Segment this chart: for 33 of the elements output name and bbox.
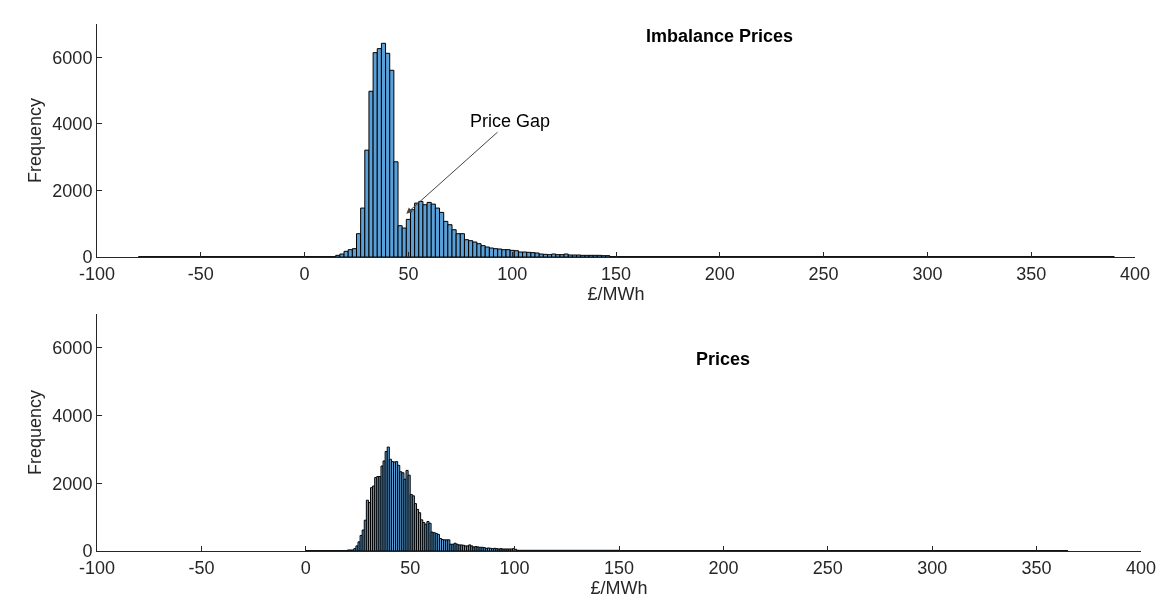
x-tick-label: 0 bbox=[299, 263, 310, 284]
text: Prices bbox=[696, 349, 751, 369]
y-tick-label: 2000 bbox=[52, 180, 93, 201]
x-tick-label: 400 bbox=[1119, 263, 1151, 284]
x-tick-label: 300 bbox=[912, 263, 943, 284]
x-tick-label: 100 bbox=[499, 557, 530, 578]
x-tick-label: 350 bbox=[1016, 263, 1047, 284]
x-axis-title: £/MWh bbox=[590, 577, 648, 598]
y-tick-label: 4000 bbox=[52, 405, 93, 426]
x-tick-label: 350 bbox=[1021, 557, 1052, 578]
x-tick-label: 100 bbox=[497, 263, 528, 284]
x-tick-label: 0 bbox=[300, 557, 311, 578]
y-tick-label: 4000 bbox=[52, 114, 93, 135]
x-tick-label: 200 bbox=[708, 557, 739, 578]
x-tick-label: 150 bbox=[600, 263, 632, 284]
x-tick-label: 150 bbox=[603, 557, 635, 578]
x-tick-label: -50 bbox=[187, 263, 214, 284]
y-tick-label: 6000 bbox=[52, 338, 93, 359]
x-tick-label: 250 bbox=[812, 557, 843, 578]
annotation: Price Gap bbox=[470, 111, 551, 131]
y-tick-label: 2000 bbox=[52, 473, 93, 494]
x-tick-label: 300 bbox=[917, 557, 948, 578]
chart-title: Imbalance Prices bbox=[646, 26, 794, 46]
x-axis-title: £/MWh bbox=[587, 283, 645, 304]
x-tick-label: 400 bbox=[1125, 557, 1157, 578]
x-tick-label: -50 bbox=[188, 557, 215, 578]
x-tick-label: 50 bbox=[400, 557, 421, 578]
x-tick-label: 250 bbox=[808, 263, 839, 284]
x-tick-label: 200 bbox=[704, 263, 735, 284]
y-tick-label: 6000 bbox=[52, 47, 93, 68]
y-axis-title: Frequency bbox=[24, 389, 45, 476]
x-tick-label: 50 bbox=[398, 263, 419, 284]
y-axis-title: Frequency bbox=[24, 97, 45, 184]
